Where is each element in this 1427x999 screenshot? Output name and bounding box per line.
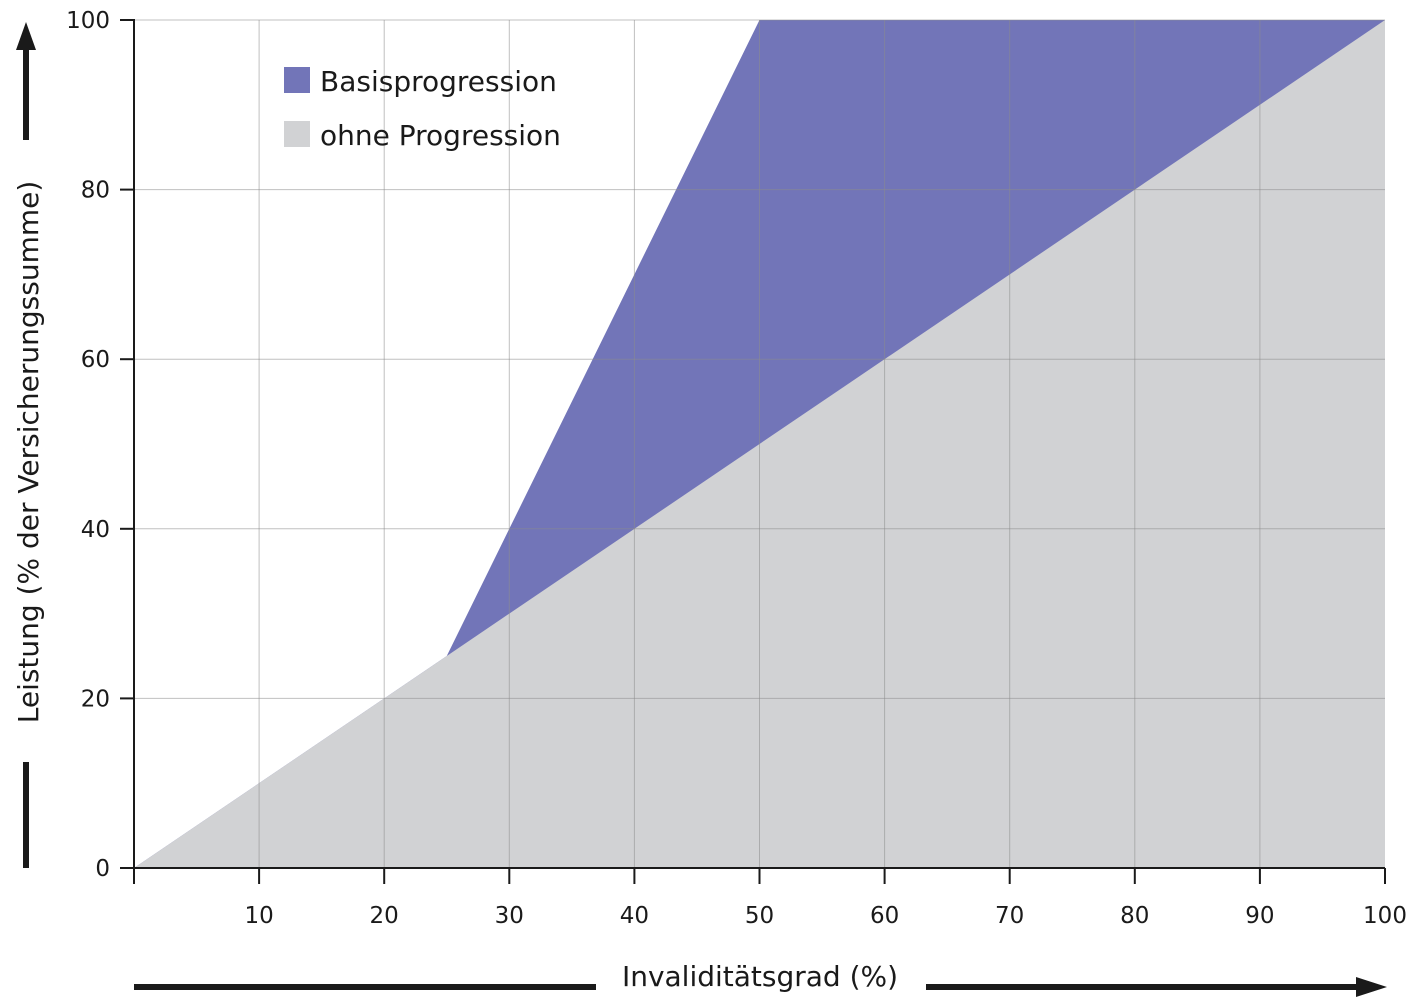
chart-legend: Basisprogression ohne Progression	[284, 65, 561, 152]
y-tick-label-0: 0	[95, 856, 110, 882]
y-axis-title-arrowhead	[16, 22, 36, 50]
x-tick-label-40: 40	[620, 903, 649, 929]
x-axis-title-arrowhead	[1356, 977, 1387, 997]
y-tick-label-60: 60	[81, 347, 110, 373]
x-tick-label-20: 20	[370, 903, 399, 929]
y-tick-label-40: 40	[81, 517, 110, 543]
x-tick-label-50: 50	[745, 903, 774, 929]
x-tick-label-90: 90	[1245, 903, 1274, 929]
x-tick-label-30: 30	[495, 903, 524, 929]
legend-label-ohne-progression: ohne Progression	[320, 119, 561, 152]
chart-ticks: 10 20 30 40 50 60 70 80 90 100 0 20 40 60 80 100	[66, 8, 1407, 929]
y-tick-label-20: 20	[81, 686, 110, 712]
x-tick-label-60: 60	[870, 903, 899, 929]
x-tick-label-100: 100	[1363, 903, 1407, 929]
y-axis-title: Leistung (% der Versicherungssumme)	[12, 181, 45, 724]
legend-swatch-ohne-progression	[284, 121, 310, 147]
legend-label-basisprogression: Basisprogression	[320, 65, 557, 98]
chart-grid	[134, 19, 1385, 868]
x-tick-label-70: 70	[995, 903, 1024, 929]
y-tick-label-80: 80	[81, 178, 110, 204]
x-axis-title: Invaliditätsgrad (%)	[622, 960, 898, 993]
y-tick-label-100: 100	[66, 8, 110, 34]
x-tick-label-10: 10	[244, 903, 273, 929]
x-tick-label-80: 80	[1120, 903, 1149, 929]
legend-swatch-basisprogression	[284, 67, 310, 93]
y-axis-title-group: Leistung (% der Versicherungssumme)	[12, 22, 45, 868]
x-axis-title-group: Invaliditätsgrad (%)	[134, 960, 1387, 997]
